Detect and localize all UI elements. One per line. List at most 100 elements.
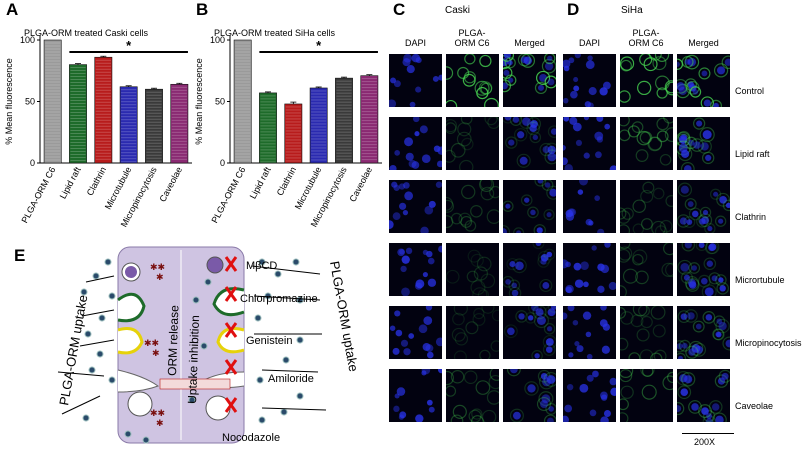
nucleus	[503, 82, 508, 90]
cell-fluorescence	[639, 349, 654, 359]
siha-micro-merged-row-1	[677, 117, 730, 170]
chart-b-ylabel: % Mean fluorescence	[194, 58, 204, 145]
cell-fluorescence	[663, 117, 673, 124]
cell-fluorescence	[524, 312, 537, 324]
nucleus	[719, 195, 727, 204]
nucleus	[418, 324, 428, 334]
micro-image	[677, 309, 730, 359]
cell-fluorescence	[547, 306, 556, 313]
cell-fluorescence	[716, 282, 729, 295]
cell-fluorescence	[703, 410, 716, 422]
nucleus	[715, 415, 724, 422]
caski-micro-dapi-row-5	[389, 369, 442, 422]
nucleus	[686, 219, 693, 225]
chart-b-bar	[360, 74, 379, 164]
cell-fluorescence	[640, 189, 654, 203]
nucleus	[584, 101, 591, 107]
cell-fluorescence	[620, 210, 631, 224]
siha-micro-plga-orm-c6-row-0	[620, 54, 673, 107]
micro-image	[446, 54, 499, 107]
siha-col-header-2: Merged	[688, 38, 719, 48]
chart-a-bar-rect	[43, 39, 62, 164]
inhibitor-mbcd: MβCD	[246, 260, 277, 272]
chart-b-bar	[233, 39, 252, 164]
nucleus	[432, 75, 439, 82]
cell-fluorescence	[543, 414, 556, 422]
cell-fluorescence	[538, 391, 554, 407]
chart-a-xtick-label: Lipid raft	[58, 165, 83, 201]
micro-image	[620, 54, 673, 103]
siha-micro-plga-orm-c6-row-2	[620, 180, 673, 233]
cell-fluorescence	[524, 381, 539, 396]
nucleus	[549, 188, 556, 197]
nucleus	[534, 353, 540, 359]
cell-fluorescence	[684, 309, 698, 323]
nucleus	[705, 154, 712, 162]
micro-image	[620, 117, 673, 166]
cell-fluorescence	[714, 374, 729, 388]
cell-fluorescence	[652, 187, 665, 200]
nucleus	[586, 374, 594, 382]
cell-fluorescence	[450, 142, 466, 158]
nucleus	[522, 117, 531, 126]
chart-b-xtick-label: Lipid raft	[248, 165, 273, 201]
chart-b-xtick-label: PLGA-ORM C6	[209, 165, 247, 224]
nucleus	[684, 59, 691, 65]
cell-fluorescence	[722, 336, 730, 351]
cell-fluorescence	[544, 75, 556, 89]
micro-image	[503, 117, 556, 168]
nucleus	[392, 212, 401, 221]
nucleus	[702, 209, 709, 216]
cell-fluorescence	[464, 54, 476, 65]
cell-fluorescence	[632, 306, 648, 317]
caski-micro-plga-orm-c6-row-4	[446, 306, 499, 359]
cell-fluorescence	[641, 384, 657, 400]
cell-fluorescence	[665, 262, 673, 278]
caveolae-pit-left	[117, 327, 144, 355]
nucleus	[563, 157, 568, 166]
nucleus	[574, 341, 580, 347]
vesicle-right-1	[206, 256, 224, 274]
chart-a-bar	[119, 85, 138, 164]
cell-fluorescence	[620, 285, 627, 296]
nucleus	[610, 387, 616, 396]
nucleus	[680, 388, 689, 396]
nucleus	[691, 403, 699, 411]
cell-fluorescence	[700, 96, 715, 107]
nucleus	[536, 316, 546, 325]
nucleus	[573, 262, 582, 271]
nucleus	[511, 289, 519, 296]
nucleus	[520, 56, 528, 64]
cell-fluorescence	[712, 328, 725, 341]
nucleus	[404, 191, 414, 201]
cell-fluorescence	[470, 253, 484, 267]
nucleus	[696, 120, 703, 127]
nucleus	[395, 329, 403, 337]
cell-fluorescence	[705, 243, 720, 254]
cell-fluorescence	[639, 54, 653, 67]
nucleus	[582, 311, 592, 320]
chart-a-xtick-label: PLGA-ORM C6	[19, 165, 57, 224]
nucleus	[700, 142, 709, 151]
nucleus	[570, 90, 578, 99]
cell-fluorescence	[470, 280, 486, 296]
cell-fluorescence	[537, 255, 550, 268]
nucleus	[595, 151, 602, 159]
cell-fluorescence	[722, 199, 730, 212]
nucleus	[546, 326, 553, 332]
caski-col-header-0: DAPI	[404, 38, 426, 48]
cell-fluorescence	[620, 246, 633, 261]
cell-fluorescence	[620, 56, 635, 71]
siha-micro-plga-orm-c6-row-5	[620, 369, 673, 422]
micro-image	[389, 117, 442, 170]
nucleus	[585, 60, 595, 70]
cell-fluorescence	[488, 374, 499, 390]
nucleus	[540, 258, 547, 265]
chart-b-bar	[309, 86, 328, 164]
siha-micro-dapi-row-4	[563, 306, 616, 359]
cell-fluorescence	[677, 146, 693, 162]
cell-fluorescence	[503, 54, 515, 62]
cell-fluorescence	[704, 243, 718, 255]
cell-fluorescence	[543, 54, 556, 65]
cell-fluorescence	[472, 287, 488, 296]
